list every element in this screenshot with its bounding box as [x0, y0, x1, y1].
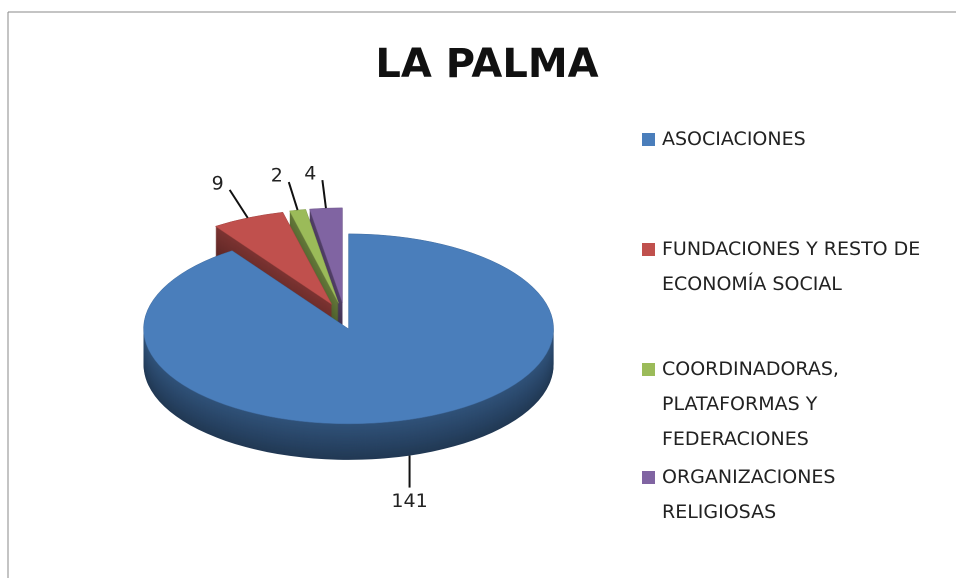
- leader-line: [287, 181, 299, 211]
- leader-line: [228, 189, 249, 219]
- legend-swatch: [642, 471, 655, 484]
- legend-swatch: [642, 363, 655, 376]
- legend-label: FUNDACIONES Y RESTO DE ECONOMÍA SOCIAL: [662, 238, 921, 295]
- legend-swatch: [642, 243, 655, 256]
- data-label: 2: [271, 165, 283, 187]
- leader-line: [321, 180, 327, 209]
- chart-title: LA PALMA: [375, 41, 598, 87]
- data-label: 141: [391, 490, 427, 512]
- slice: [289, 209, 339, 304]
- data-label: 4: [304, 163, 316, 185]
- legend-item: FUNDACIONES Y RESTO DE ECONOMÍA SOCIAL: [642, 232, 932, 302]
- legend-item: ORGANIZACIONES RELIGIOSAS: [642, 460, 932, 530]
- legend-label: COORDINADORAS, PLATAFORMAS Y FEDERACIONE…: [662, 358, 839, 450]
- slice: [143, 233, 554, 425]
- slice: [214, 211, 333, 305]
- legend-item: COORDINADORAS, PLATAFORMAS Y FEDERACIONE…: [642, 352, 932, 457]
- legend-label: ORGANIZACIONES RELIGIOSAS: [662, 466, 836, 523]
- data-label: 9: [212, 172, 224, 194]
- legend-swatch: [642, 133, 655, 146]
- legend-label: ASOCIACIONES: [662, 128, 806, 150]
- legend-item: ASOCIACIONES: [642, 122, 932, 157]
